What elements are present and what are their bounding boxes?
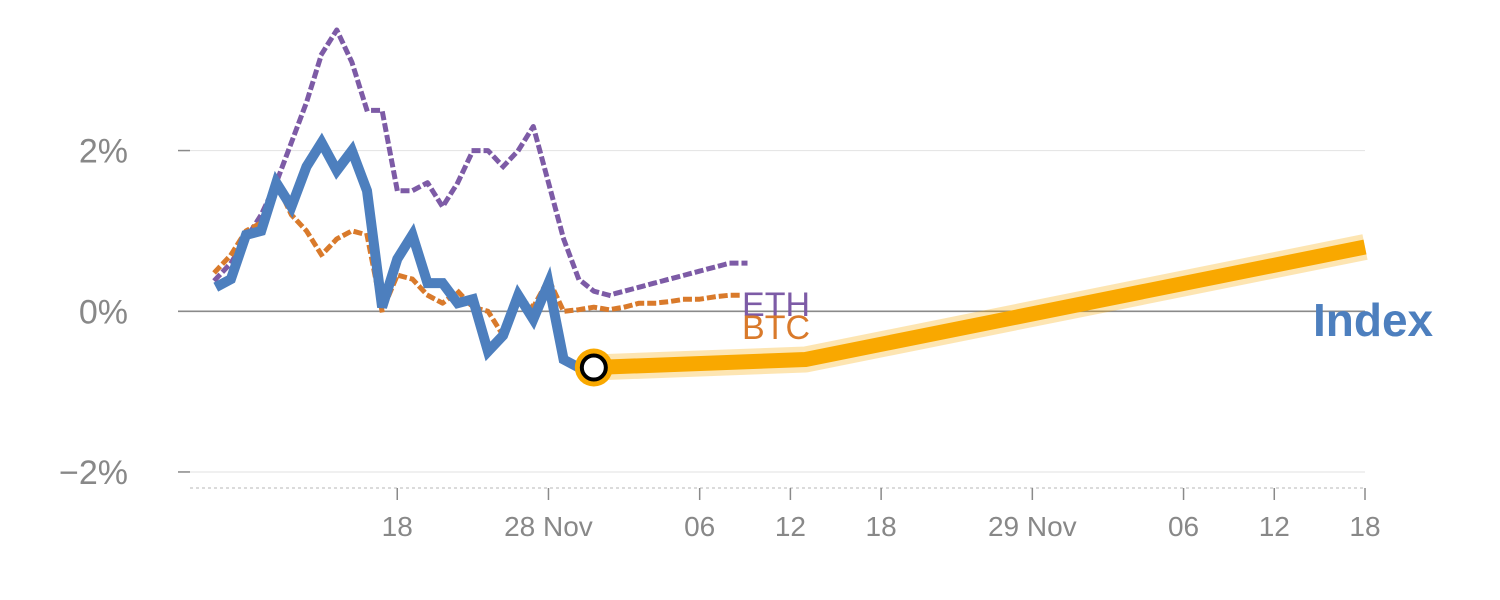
y-tick-label: 2% xyxy=(79,133,128,171)
current-value-marker xyxy=(574,348,613,387)
forecast-band xyxy=(593,239,1367,375)
x-axis xyxy=(190,487,1366,500)
eth-line xyxy=(212,27,748,298)
series-lines xyxy=(212,27,1368,381)
x-tick-label: 06 xyxy=(1168,511,1199,542)
x-tick-label: 18 xyxy=(382,511,413,542)
y-tick-label: 0% xyxy=(79,293,128,331)
x-tick-label: 18 xyxy=(866,511,897,542)
y-tick-label: −2% xyxy=(59,454,128,492)
series-labels: ETH BTC Index xyxy=(742,286,1434,347)
y-tick-labels: 2% 0% −2% xyxy=(59,133,128,492)
x-tick-label: 12 xyxy=(775,511,806,542)
x-tick-label: 12 xyxy=(1259,511,1290,542)
eth-series-label: ETH xyxy=(742,286,810,324)
index-line xyxy=(213,132,582,372)
x-tick-label: 18 xyxy=(1349,511,1380,542)
btc-series-label: BTC xyxy=(742,309,810,347)
marker-dot xyxy=(579,353,608,382)
index-series-label: Index xyxy=(1313,294,1434,346)
x-tick-label: 29 Nov xyxy=(988,511,1077,542)
gridlines xyxy=(178,149,1365,473)
x-tick-labels: 18 28 Nov 06 12 18 29 Nov 06 12 18 xyxy=(382,511,1381,542)
x-tick-label: 28 Nov xyxy=(504,511,593,542)
x-tick-label: 06 xyxy=(684,511,715,542)
